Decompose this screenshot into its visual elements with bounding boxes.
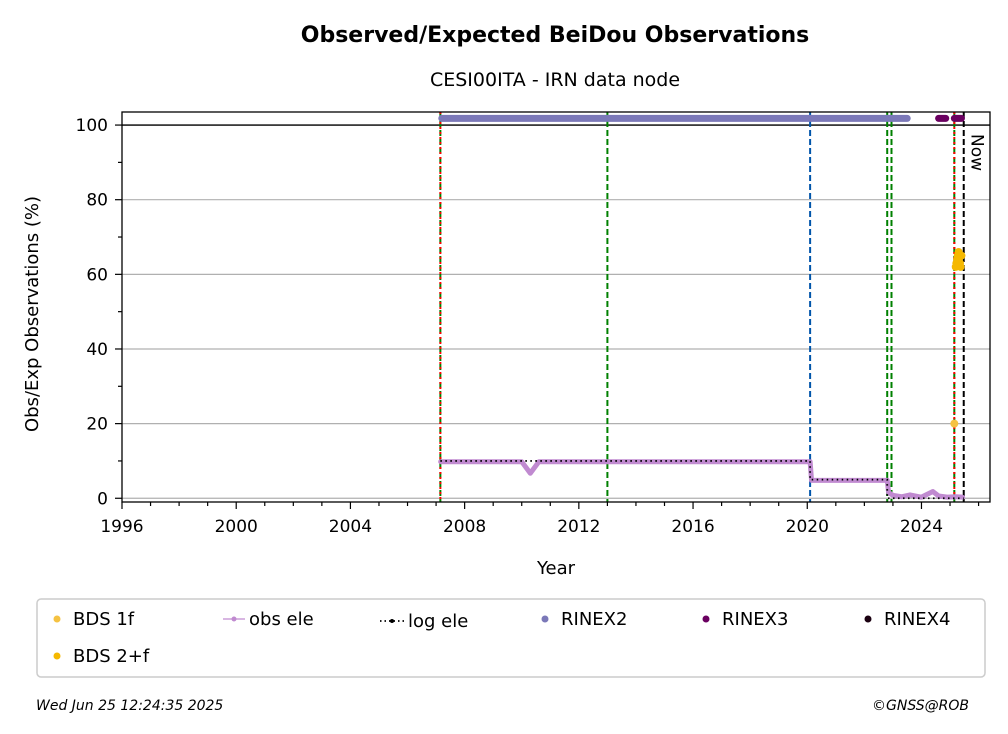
x-tick-label: 1996 [100,517,143,537]
legend-label: RINEX2 [561,609,627,630]
footer-timestamp: Wed Jun 25 12:24:35 2025 [36,698,223,714]
y-tick-label: 0 [97,489,108,509]
data-point [690,459,696,464]
legend: BDS 1f obs ele log ele RINEX2 RINEX3 RINEX4 BD… [36,598,986,678]
legend-label: obs ele [249,609,314,630]
data-point [907,492,913,498]
data-point [528,471,533,476]
x-tick-label: 2024 [900,517,943,537]
x-tick-label: 2004 [329,517,372,537]
legend-label: RINEX3 [722,609,788,630]
legend-label: BDS 2+f [73,646,150,667]
data-point [899,494,904,499]
legend-swatch [53,652,61,660]
x-axis-label: Year [536,558,576,579]
data-point [490,459,496,464]
x-tick-label: 2020 [786,517,829,537]
y-tick-label: 60 [86,265,108,285]
data-point [936,493,941,499]
data-point [950,419,959,428]
data-point [438,459,443,464]
y-tick-label: 40 [86,340,108,360]
data-point [956,262,965,271]
series-layer [438,114,966,500]
legend-label: RINEX4 [884,609,950,630]
legend-swatch [390,619,394,623]
data-point [886,490,891,495]
y-axis: 0 20 40 60 80 100 [76,116,122,509]
data-point [890,493,896,498]
data-point [919,494,924,500]
data-point [862,478,867,483]
legend-box [36,598,986,678]
data-point [957,251,966,260]
data-point [536,459,542,464]
now-label: Now [967,134,987,171]
y-tick-label: 100 [76,116,108,136]
chart-title: Observed/Expected BeiDou Observations [301,23,810,48]
data-point [576,459,582,464]
legend-swatch [231,616,237,622]
x-tick-label: 2012 [557,517,600,537]
data-point [930,489,936,494]
data-point [953,494,958,499]
data-point [960,494,966,500]
y-tick-label: 80 [86,191,108,211]
legend-swatch [541,615,549,623]
legend-swatch [702,615,710,623]
legend-label: BDS 1f [73,609,135,630]
vertical-markers [439,112,965,502]
legend-swatch [864,615,872,623]
x-axis: 1996 2000 2004 2008 2012 2016 2020 2024 [100,502,980,537]
grid-lines [122,124,990,499]
y-tick-label: 20 [86,415,108,435]
x-tick-label: 2000 [215,517,258,537]
x-tick-label: 2016 [671,517,714,537]
series-line [440,459,964,500]
y-axis-label: Obs/Exp Observations (%) [22,196,43,432]
legend-swatch [53,615,61,623]
footer-credit: ©GNSS@ROB [872,698,969,714]
chart-subtitle: CESI00ITA - IRN data node [430,69,680,91]
x-tick-label: 2008 [443,517,486,537]
legend-label: log ele [408,611,468,632]
plot-frame [121,111,991,503]
